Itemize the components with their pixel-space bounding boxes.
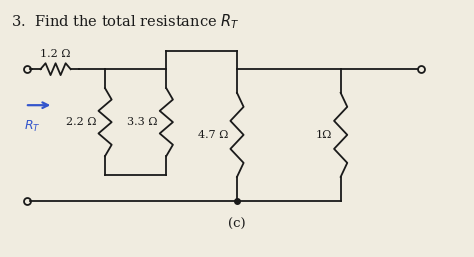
- Text: 2.2 Ω: 2.2 Ω: [66, 117, 97, 127]
- Text: 3.3 Ω: 3.3 Ω: [128, 117, 158, 127]
- Text: 3.  Find the total resistance $R_T$: 3. Find the total resistance $R_T$: [11, 12, 239, 31]
- Text: 4.7 Ω: 4.7 Ω: [198, 130, 228, 140]
- Text: 1Ω: 1Ω: [316, 130, 332, 140]
- Text: (c): (c): [228, 218, 246, 231]
- Text: 1.2 Ω: 1.2 Ω: [40, 49, 71, 59]
- Text: $R_T$: $R_T$: [24, 119, 40, 134]
